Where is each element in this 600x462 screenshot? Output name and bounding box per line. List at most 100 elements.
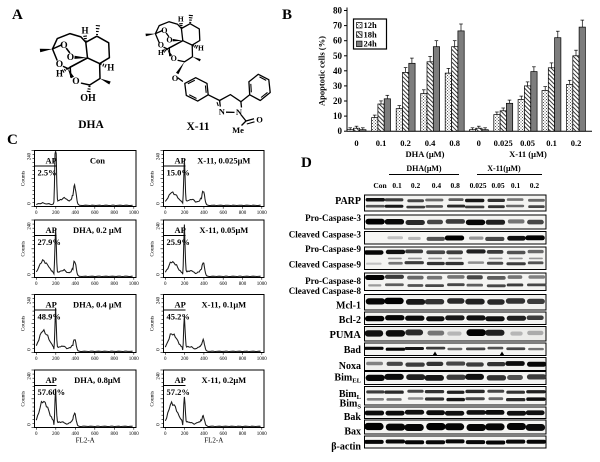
- svg-text:AP: AP: [46, 375, 57, 385]
- svg-text:70: 70: [333, 21, 343, 31]
- svg-text:800: 800: [239, 211, 247, 216]
- svg-text:Apoptotic cells (%): Apoptotic cells (%): [317, 36, 327, 106]
- svg-text:400: 400: [72, 282, 80, 287]
- svg-text:0.8: 0.8: [449, 138, 460, 148]
- svg-text:0: 0: [28, 273, 33, 276]
- svg-text:Counts: Counts: [21, 171, 27, 187]
- svg-text:Counts: Counts: [150, 241, 156, 257]
- svg-text:Bcl-2: Bcl-2: [339, 315, 361, 326]
- svg-text:240: 240: [157, 296, 162, 304]
- svg-text:0.05: 0.05: [491, 181, 504, 190]
- svg-text:200: 200: [181, 432, 189, 437]
- svg-text:O: O: [72, 77, 79, 87]
- svg-text:1000: 1000: [257, 357, 268, 362]
- svg-text:600: 600: [219, 211, 227, 216]
- svg-text:800: 800: [239, 432, 247, 437]
- svg-text:0: 0: [157, 423, 162, 426]
- svg-text:240: 240: [28, 222, 33, 230]
- svg-text:0.025: 0.025: [494, 138, 513, 148]
- svg-text:400: 400: [200, 357, 208, 362]
- svg-text:600: 600: [219, 357, 227, 362]
- svg-text:PARP: PARP: [335, 196, 361, 207]
- svg-text:400: 400: [72, 211, 80, 216]
- svg-text:1000: 1000: [129, 432, 140, 437]
- svg-text:O: O: [60, 41, 67, 51]
- svg-text:0.1: 0.1: [511, 181, 521, 190]
- svg-text:Cleaved Caspase-9: Cleaved Caspase-9: [289, 260, 362, 270]
- svg-text:240: 240: [157, 372, 162, 380]
- svg-text:1000: 1000: [129, 282, 140, 287]
- svg-text:0: 0: [35, 357, 38, 362]
- svg-text:H: H: [178, 15, 184, 24]
- svg-text:AP: AP: [175, 375, 186, 385]
- svg-text:0: 0: [157, 202, 162, 205]
- svg-text:Me: Me: [232, 125, 244, 135]
- svg-text:0: 0: [157, 348, 162, 351]
- svg-text:Counts: Counts: [150, 316, 156, 332]
- svg-text:800: 800: [111, 357, 119, 362]
- svg-text:0: 0: [28, 423, 33, 426]
- svg-text:H: H: [107, 63, 114, 73]
- svg-text:Counts: Counts: [21, 316, 27, 332]
- svg-text:X-11, 0.025μM: X-11, 0.025μM: [197, 156, 250, 166]
- svg-text:DHA: DHA: [78, 119, 104, 131]
- svg-text:Pro-Caspase-8: Pro-Caspase-8: [305, 276, 361, 286]
- svg-text:600: 600: [91, 357, 99, 362]
- svg-text:B: B: [282, 7, 292, 23]
- svg-text:240: 240: [157, 152, 162, 160]
- svg-text:48.9%: 48.9%: [38, 312, 61, 322]
- svg-text:400: 400: [72, 357, 80, 362]
- svg-text:0: 0: [354, 138, 358, 148]
- svg-text:200: 200: [181, 357, 189, 362]
- svg-text:2.5%: 2.5%: [38, 168, 57, 178]
- svg-text:DHA, 0.2 μM: DHA, 0.2 μM: [73, 225, 122, 235]
- svg-text:Counts: Counts: [150, 171, 156, 187]
- svg-text:0.2: 0.2: [530, 181, 540, 190]
- svg-text:β-actin: β-actin: [331, 441, 361, 452]
- svg-text:0.1: 0.1: [546, 138, 557, 148]
- svg-text:0: 0: [157, 273, 162, 276]
- svg-text:X-11, 0.2μM: X-11, 0.2μM: [201, 375, 246, 385]
- svg-text:O: O: [172, 73, 179, 83]
- svg-text:30: 30: [333, 81, 343, 91]
- svg-text:DHA, 0.8μM: DHA, 0.8μM: [74, 375, 121, 385]
- svg-text:200: 200: [52, 282, 60, 287]
- svg-text:400: 400: [200, 211, 208, 216]
- svg-text:A: A: [12, 7, 23, 23]
- svg-text:DHA (μM): DHA (μM): [405, 149, 444, 159]
- svg-text:FL2-A: FL2-A: [204, 437, 223, 445]
- svg-text:40: 40: [333, 66, 343, 76]
- svg-text:0: 0: [164, 357, 167, 362]
- svg-text:0.2: 0.2: [400, 138, 411, 148]
- svg-text:1000: 1000: [129, 211, 140, 216]
- svg-text:H: H: [198, 44, 204, 53]
- svg-text:DHA, 0.4 μM: DHA, 0.4 μM: [73, 300, 122, 310]
- svg-text:AP: AP: [175, 300, 186, 310]
- svg-text:600: 600: [91, 211, 99, 216]
- svg-text:240: 240: [28, 152, 33, 160]
- svg-text:0.2: 0.2: [411, 181, 421, 190]
- svg-text:Bad: Bad: [344, 345, 362, 356]
- svg-text:57.60%: 57.60%: [38, 387, 66, 397]
- svg-text:57.2%: 57.2%: [167, 387, 190, 397]
- svg-text:800: 800: [111, 211, 119, 216]
- svg-text:O: O: [256, 115, 263, 125]
- svg-text:24h: 24h: [364, 39, 378, 49]
- svg-text:0: 0: [28, 202, 33, 205]
- svg-text:0.2: 0.2: [571, 138, 582, 148]
- svg-text:0: 0: [28, 348, 33, 351]
- svg-text:0: 0: [164, 282, 167, 287]
- svg-text:1000: 1000: [257, 432, 268, 437]
- svg-text:PUMA: PUMA: [330, 330, 362, 341]
- svg-text:Con: Con: [373, 181, 387, 190]
- svg-text:Pro-Caspase-3: Pro-Caspase-3: [305, 213, 361, 223]
- svg-text:800: 800: [111, 432, 119, 437]
- svg-text:Bax: Bax: [344, 427, 361, 438]
- svg-text:15.0%: 15.0%: [167, 168, 190, 178]
- svg-text:X-11(μM): X-11(μM): [487, 164, 521, 173]
- svg-text:0.025: 0.025: [470, 181, 487, 190]
- svg-text:AP: AP: [46, 156, 57, 166]
- svg-text:600: 600: [219, 282, 227, 287]
- svg-text:10: 10: [333, 111, 343, 121]
- svg-text:240: 240: [28, 296, 33, 304]
